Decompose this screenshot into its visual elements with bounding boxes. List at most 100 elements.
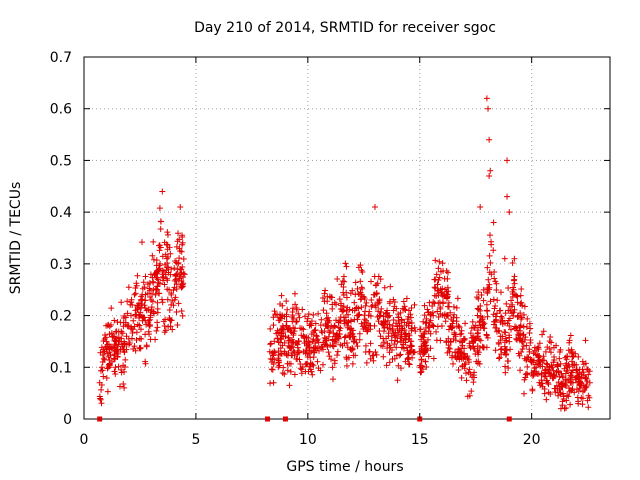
data-point [583, 383, 590, 390]
data-point [363, 317, 370, 324]
data-point [318, 316, 325, 323]
data-point [304, 360, 311, 367]
data-point [435, 313, 442, 320]
data-point [164, 231, 171, 238]
data-point [505, 365, 512, 372]
data-point [368, 296, 375, 303]
data-point [175, 300, 182, 307]
data-point [351, 316, 358, 323]
data-point [458, 374, 465, 381]
data-point [474, 330, 481, 337]
data-point [567, 401, 574, 408]
data-point [431, 292, 438, 299]
data-point [159, 299, 166, 306]
data-point [391, 355, 398, 362]
data-point [345, 354, 352, 361]
data-point [168, 266, 175, 273]
y-axis-label: SRMTID / TECUs [8, 182, 24, 295]
data-point [373, 290, 380, 297]
data-point [408, 304, 415, 311]
data-point [404, 316, 411, 323]
data-point [111, 333, 118, 340]
data-point [524, 353, 531, 360]
data-point [423, 315, 430, 322]
data-point [529, 373, 536, 380]
data-point [426, 299, 433, 306]
data-point [306, 322, 313, 329]
data-point [506, 322, 513, 329]
data-point [429, 303, 436, 309]
data-point [540, 328, 547, 335]
data-point [517, 292, 524, 299]
data-point [291, 371, 298, 378]
data-point [308, 331, 315, 338]
data-point [523, 342, 530, 349]
data-point [343, 294, 350, 301]
data-point [562, 382, 569, 389]
data-point [167, 250, 174, 257]
data-point [271, 308, 278, 315]
data-point [103, 375, 110, 382]
data-point [174, 238, 181, 245]
data-point [435, 277, 442, 284]
data-point [119, 330, 126, 337]
data-point [364, 328, 371, 335]
data-point [380, 328, 387, 335]
data-point [453, 304, 460, 311]
data-point [518, 348, 525, 355]
data-point [505, 317, 512, 324]
data-point [334, 348, 341, 355]
data-point [431, 276, 438, 283]
data-point [451, 311, 458, 318]
data-point [502, 363, 509, 370]
data-point [392, 320, 399, 327]
data-point [511, 280, 518, 287]
data-point [586, 379, 593, 386]
data-point [132, 290, 139, 297]
data-point [584, 397, 591, 404]
data-point [568, 387, 575, 394]
data-point [483, 332, 490, 339]
data-point [497, 307, 504, 314]
data-point [536, 340, 543, 347]
data-point [439, 260, 446, 267]
data-point [503, 337, 510, 344]
data-point [359, 269, 366, 276]
data-point [550, 344, 557, 351]
data-point [437, 310, 444, 317]
data-point [395, 329, 402, 336]
data-point [133, 337, 140, 344]
data-point [169, 297, 176, 304]
data-point [550, 372, 557, 379]
data-point [492, 278, 499, 285]
data-point [446, 345, 453, 352]
data-point [96, 379, 103, 386]
data-point [344, 319, 351, 326]
data-point [339, 342, 346, 349]
data-point [178, 284, 185, 291]
y-tick-label: 0.2 [50, 309, 72, 325]
data-point [331, 338, 338, 345]
data-point [433, 337, 440, 344]
data-point [539, 383, 546, 390]
data-point [420, 318, 427, 325]
x-tick-label: 5 [191, 432, 200, 448]
data-point [179, 241, 186, 248]
data-point [111, 341, 118, 348]
data-point [138, 335, 145, 342]
data-point [293, 355, 300, 362]
data-point [574, 373, 581, 380]
data-point [304, 318, 311, 325]
data-point [330, 376, 337, 383]
data-point [438, 289, 445, 296]
data-point [368, 303, 375, 310]
data-point [329, 364, 336, 371]
data-point [462, 320, 469, 327]
data-point [177, 266, 184, 273]
data-point [305, 341, 312, 348]
data-point [147, 294, 154, 301]
data-point [283, 298, 290, 305]
data-point [178, 307, 185, 314]
data-point [511, 306, 518, 313]
data-point [156, 242, 163, 249]
